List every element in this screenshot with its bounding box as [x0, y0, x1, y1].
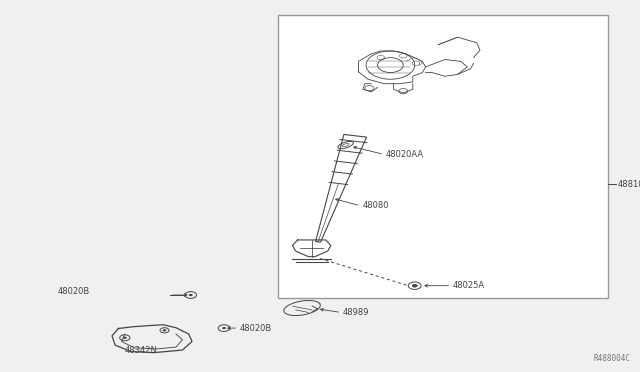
Circle shape: [189, 294, 193, 296]
Circle shape: [412, 284, 417, 287]
Text: 48342N: 48342N: [125, 346, 157, 355]
Circle shape: [123, 337, 127, 339]
Text: 48020AA: 48020AA: [386, 150, 424, 158]
Bar: [278, 15, 608, 298]
Circle shape: [163, 329, 166, 331]
Text: 48080: 48080: [362, 201, 388, 210]
Text: 48020B: 48020B: [239, 324, 271, 333]
Text: 48989: 48989: [343, 308, 369, 317]
Text: 48025A: 48025A: [453, 281, 485, 290]
Text: R488004C: R488004C: [593, 355, 630, 363]
Text: 48810: 48810: [618, 180, 640, 189]
Text: 48020B: 48020B: [58, 287, 90, 296]
Circle shape: [222, 327, 226, 329]
